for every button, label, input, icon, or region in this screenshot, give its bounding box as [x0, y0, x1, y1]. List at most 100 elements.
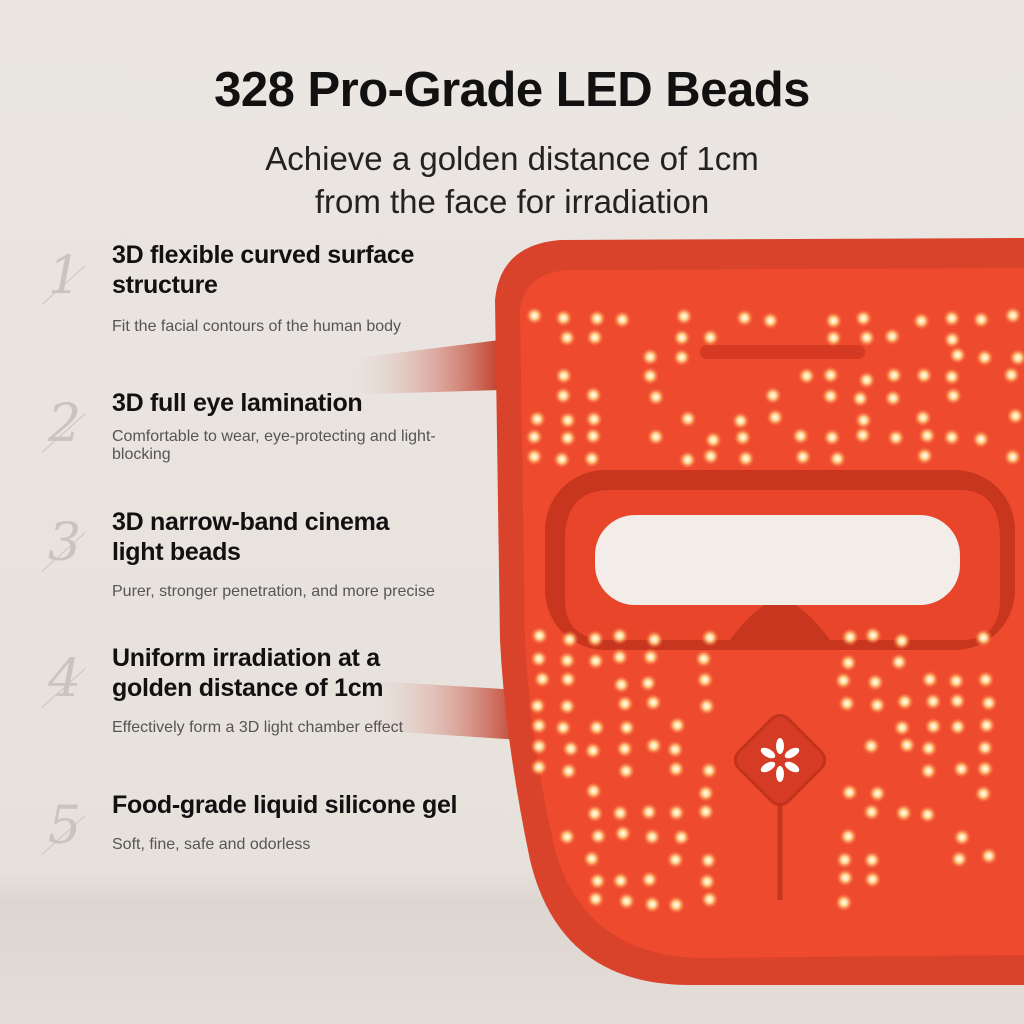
led-bead	[886, 428, 905, 447]
led-bead	[733, 428, 752, 447]
led-bead	[554, 386, 573, 405]
led-bead	[530, 737, 549, 756]
led-bead	[585, 328, 604, 347]
nose-slot	[700, 345, 865, 359]
led-bead	[666, 850, 685, 869]
led-bead	[613, 310, 632, 329]
led-bead	[588, 309, 607, 328]
led-bead	[695, 670, 714, 689]
led-bead	[552, 450, 571, 469]
led-bead	[977, 716, 996, 735]
led-bead	[942, 428, 961, 447]
led-bead	[558, 651, 577, 670]
led-bead	[866, 673, 885, 692]
led-bead	[890, 653, 909, 672]
led-bead	[824, 328, 843, 347]
led-bead	[611, 804, 630, 823]
led-bead	[610, 648, 629, 667]
led-bead	[972, 430, 991, 449]
led-bead	[828, 449, 847, 468]
led-bead	[854, 309, 873, 328]
feature-3: 3 3D narrow-band cinema light beads Pure…	[48, 507, 492, 601]
led-bead	[667, 803, 686, 822]
led-bead	[915, 446, 934, 465]
led-bead	[584, 781, 603, 800]
led-bead	[530, 626, 549, 645]
led-bead	[617, 718, 636, 737]
led-bead	[666, 740, 685, 759]
feature-4: 4 Uniform irradiation at a golden distan…	[48, 643, 492, 737]
led-bead	[919, 762, 938, 781]
led-bead	[641, 366, 660, 385]
led-bead	[586, 890, 605, 909]
led-bead	[974, 628, 993, 647]
led-bead	[924, 717, 943, 736]
led-bead	[942, 367, 961, 386]
led-bead	[701, 328, 720, 347]
led-bead	[696, 784, 715, 803]
led-bead	[641, 648, 660, 667]
led-bead	[610, 626, 629, 645]
led-bead	[851, 389, 870, 408]
headline: 328 Pro-Grade LED Beads	[214, 63, 810, 117]
led-bead	[836, 868, 855, 887]
led-bead	[529, 758, 548, 777]
led-bead	[667, 895, 686, 914]
feature-description: Effectively form a 3D light chamber effe…	[112, 719, 404, 736]
led-bead	[586, 629, 605, 648]
led-bead	[834, 893, 853, 912]
led-bead	[678, 409, 697, 428]
led-bead	[857, 328, 876, 347]
led-bead	[1003, 306, 1022, 325]
led-bead	[947, 671, 966, 690]
led-bead	[672, 328, 691, 347]
led-bead	[913, 408, 932, 427]
led-bead	[884, 389, 903, 408]
led-bead	[892, 631, 911, 650]
feature-description: Fit the facial contours of the human bod…	[112, 318, 402, 335]
led-bead	[824, 311, 843, 330]
led-bead	[950, 850, 969, 869]
strap-upper	[340, 340, 500, 395]
led-bead	[701, 447, 720, 466]
led-bead	[797, 367, 816, 386]
feature-title: 3D flexible curved surface structure	[112, 241, 415, 299]
led-bead	[558, 827, 577, 846]
led-bead	[862, 802, 881, 821]
led-bead	[735, 308, 754, 327]
led-bead	[582, 849, 601, 868]
led-bead	[975, 759, 994, 778]
led-bead	[948, 692, 967, 711]
led-bead	[897, 736, 916, 755]
led-bead	[668, 716, 687, 735]
led-bead	[841, 628, 860, 647]
led-bead	[766, 408, 785, 427]
led-bead	[976, 738, 995, 757]
led-bead	[1006, 407, 1024, 426]
led-bead	[862, 851, 881, 870]
led-bead	[974, 784, 993, 803]
led-bead	[835, 850, 854, 869]
led-bead	[975, 348, 994, 367]
led-bead	[559, 762, 578, 781]
led-bead	[615, 739, 634, 758]
led-bead	[585, 804, 604, 823]
feature-1: 1 3D flexible curved surface structure F…	[48, 240, 492, 336]
led-bead	[821, 366, 840, 385]
led-bead	[793, 447, 812, 466]
feature-description: Soft, fine, safe and odorless	[112, 836, 311, 853]
feature-number: 4	[48, 649, 82, 709]
led-bead	[641, 347, 660, 366]
led-bead	[672, 828, 691, 847]
feature-title: 3D narrow-band cinema light beads	[112, 508, 390, 566]
led-bead	[640, 870, 659, 889]
feature-number: 3	[48, 513, 82, 573]
led-bead	[942, 309, 961, 328]
led-beads	[525, 306, 1024, 914]
led-bead	[924, 692, 943, 711]
led-bead	[525, 306, 544, 325]
led-bead	[674, 307, 693, 326]
led-bead	[823, 428, 842, 447]
led-bead	[736, 449, 755, 468]
led-bead	[643, 827, 662, 846]
